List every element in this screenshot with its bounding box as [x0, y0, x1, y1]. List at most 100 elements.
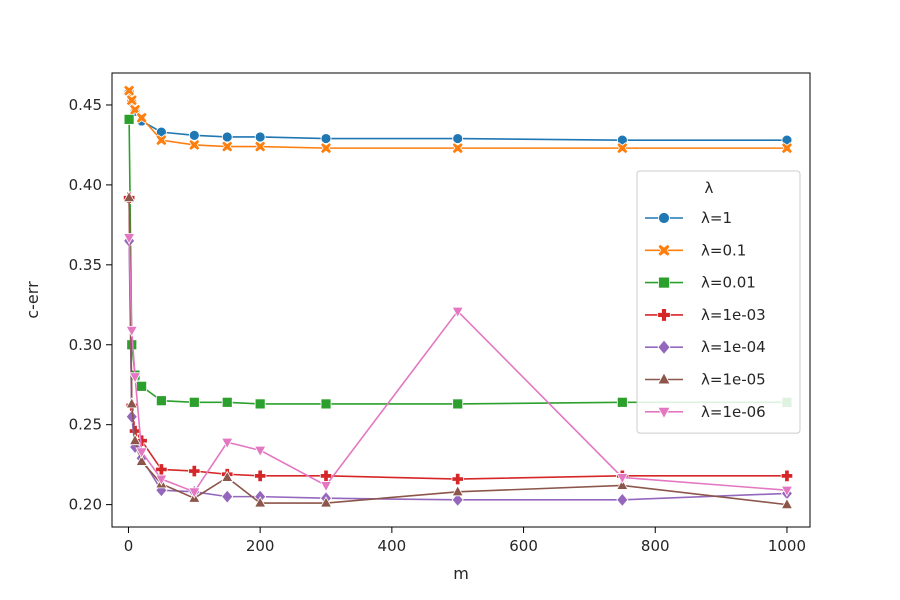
data-point — [253, 496, 267, 508]
data-point — [135, 454, 148, 466]
legend-label: λ=0.1 — [701, 241, 746, 259]
data-point — [452, 133, 464, 144]
legend-marker — [657, 308, 671, 322]
x-axis-label: m — [453, 564, 469, 583]
data-point — [319, 496, 333, 508]
x-tick-label: 600 — [509, 537, 538, 555]
data-point — [221, 489, 234, 504]
data-point — [254, 398, 266, 410]
data-point — [155, 395, 167, 407]
series-line — [128, 197, 788, 506]
data-point — [253, 445, 267, 458]
x-tick-label: 400 — [378, 537, 407, 555]
data-point — [123, 113, 135, 125]
data-point — [451, 472, 464, 486]
series-group — [123, 86, 793, 146]
legend-box — [636, 170, 801, 434]
legend-label: λ=1e-03 — [701, 306, 766, 324]
x-tick-label: 1000 — [768, 537, 806, 555]
data-point — [780, 497, 794, 510]
data-point — [254, 469, 267, 482]
y-tick-label: 0.35 — [69, 256, 102, 274]
axes-frame — [111, 72, 811, 528]
data-point — [616, 492, 629, 507]
data-point — [128, 372, 142, 384]
data-point — [320, 133, 332, 144]
data-point — [128, 424, 142, 438]
data-point — [188, 464, 201, 478]
data-point — [780, 485, 794, 498]
x-axis: 0 200 400 600 800 1000 — [124, 527, 806, 555]
data-point — [221, 396, 233, 408]
data-point — [125, 94, 138, 107]
data-point — [221, 470, 234, 482]
legend-marker — [657, 339, 671, 355]
data-point — [616, 396, 628, 408]
data-point — [135, 447, 148, 459]
legend-marker — [657, 372, 671, 385]
data-point — [135, 111, 148, 124]
data-point — [125, 325, 138, 338]
data-point — [188, 138, 201, 151]
data-point — [451, 485, 464, 497]
legend-marker — [658, 212, 670, 224]
legend-item: λ=1e-04 — [645, 338, 766, 356]
series-group — [123, 84, 793, 155]
legend-label: λ=1e-06 — [701, 403, 766, 421]
x-tick-label: 0 — [124, 537, 134, 555]
data-point — [320, 398, 332, 410]
legend-marker — [658, 276, 670, 289]
x-tick-label: 800 — [641, 537, 670, 555]
legend-item: λ=0.1 — [645, 241, 746, 259]
legend-title: λ — [705, 179, 714, 197]
data-point — [254, 140, 267, 153]
y-tick-label: 0.30 — [69, 336, 102, 354]
data-point — [319, 142, 333, 155]
data-point — [221, 140, 234, 153]
legend-label: λ=1e-05 — [701, 371, 766, 389]
legend-item: λ=1e-05 — [645, 371, 766, 389]
data-point — [188, 487, 201, 499]
legend: λ λ=1λ=0.1λ=0.01λ=1e-03λ=1e-04λ=1e-05λ=1… — [636, 170, 801, 434]
data-point — [616, 142, 629, 155]
data-point — [616, 473, 629, 485]
data-point — [123, 84, 136, 97]
plot-area — [122, 84, 794, 510]
legend-item: λ=0.01 — [645, 274, 756, 292]
data-point — [452, 398, 464, 410]
y-tick-label: 0.25 — [69, 416, 102, 434]
legend-item: λ=1 — [645, 209, 732, 227]
data-point — [221, 437, 234, 450]
series-group — [122, 190, 794, 510]
data-point — [221, 131, 233, 143]
data-point — [616, 478, 629, 490]
series-line — [128, 237, 788, 493]
data-point — [125, 397, 138, 409]
data-point — [128, 433, 142, 446]
legend-item: λ=1e-03 — [645, 306, 766, 324]
data-point — [780, 142, 793, 155]
legend-items: λ=1 λ=0.1 λ=0.01 λ=1e-03 λ=1e-04 λ=1e-05 λ=1e-… — [645, 209, 766, 421]
legend-marker — [657, 243, 671, 257]
data-point — [780, 469, 794, 482]
data-point — [451, 306, 464, 319]
y-tick-label: 0.20 — [69, 496, 102, 514]
data-point — [254, 131, 266, 143]
legend-label: λ=0.01 — [701, 274, 756, 292]
y-axis-label: c-err — [23, 281, 42, 319]
data-point — [188, 396, 200, 408]
data-point — [155, 134, 168, 147]
legend-label: λ=1 — [701, 209, 732, 227]
legend-marker — [657, 406, 671, 420]
data-point — [125, 409, 138, 424]
data-point — [136, 380, 148, 392]
data-point — [451, 492, 464, 507]
legend-label: λ=1e-04 — [701, 338, 766, 356]
data-point — [155, 474, 168, 486]
y-axis: 0.20 0.25 0.30 0.35 0.40 0.45 — [69, 96, 112, 514]
data-point — [122, 190, 136, 203]
data-point — [188, 129, 200, 141]
data-point — [122, 233, 136, 245]
series-group — [122, 233, 794, 499]
